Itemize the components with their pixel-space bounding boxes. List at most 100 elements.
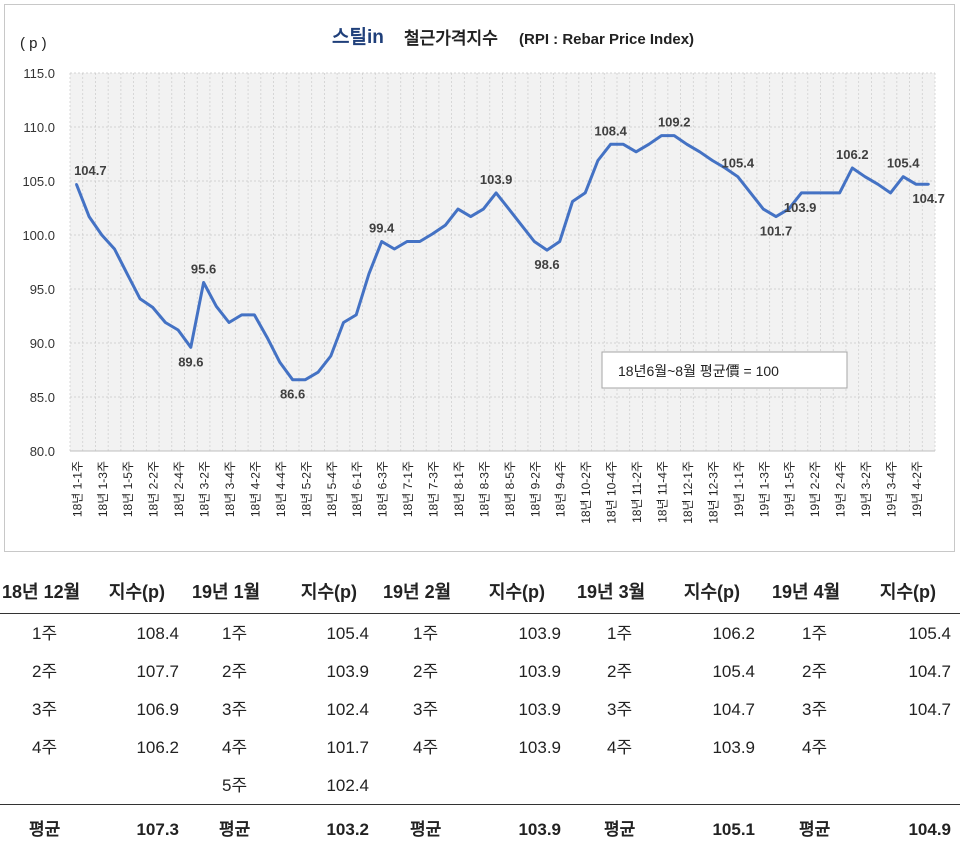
data-label: 103.9 (784, 200, 817, 215)
y-tick-label: 85.0 (30, 390, 55, 405)
y-tick-label: 80.0 (30, 444, 55, 459)
week-label: 4주 (32, 738, 58, 757)
data-point (253, 313, 256, 317)
data-point (367, 272, 371, 276)
average-label: 평균 (219, 820, 251, 839)
week-label: 1주 (32, 624, 58, 643)
data-point (596, 159, 600, 162)
week-label: 1주 (222, 624, 248, 643)
week-label: 3주 (32, 700, 58, 719)
x-tick-label: 19년 4-2주 (910, 461, 924, 517)
average-value: 103.9 (518, 820, 561, 839)
data-point (278, 361, 282, 364)
data-point (927, 183, 930, 186)
data-label: 103.9 (480, 172, 513, 187)
data-point (723, 166, 727, 170)
data-point (202, 281, 205, 284)
data-point (698, 150, 701, 154)
data-point (151, 306, 154, 309)
x-tick-label: 18년 9-2주 (528, 461, 542, 517)
index-column-header: 지수(p) (488, 582, 545, 602)
x-tick-label: 19년 2-4주 (834, 461, 848, 517)
week-label: 4주 (802, 738, 828, 757)
data-point (825, 191, 829, 195)
x-tick-label: 18년 12-3주 (706, 461, 720, 524)
week-index-value: 102.4 (326, 776, 369, 795)
data-point (469, 215, 472, 218)
data-point (431, 232, 434, 236)
data-point (685, 143, 689, 146)
data-point (583, 191, 587, 195)
week-label: 2주 (32, 662, 58, 681)
y-tick-label: 115.0 (23, 66, 55, 81)
week-index-value: 107.7 (136, 662, 179, 681)
week-label: 3주 (222, 700, 248, 719)
week-index-value: 106.2 (712, 624, 755, 643)
y-tick-label: 100.0 (22, 228, 55, 243)
week-index-value: 105.4 (712, 662, 755, 681)
data-point (736, 175, 740, 178)
data-point (507, 207, 511, 211)
data-point (240, 313, 243, 317)
data-label: 95.6 (191, 262, 216, 277)
week-label: 4주 (607, 738, 633, 757)
average-value: 105.1 (712, 820, 755, 839)
index-column-header: 지수(p) (683, 582, 740, 602)
data-label: 105.4 (722, 156, 755, 171)
data-label: 109.2 (658, 115, 691, 130)
week-label: 1주 (413, 624, 439, 643)
data-point (342, 321, 345, 324)
data-point (164, 321, 167, 324)
data-point (622, 143, 625, 146)
x-tick-label: 18년 7-3주 (427, 461, 441, 517)
data-point (914, 183, 918, 186)
week-index-value (891, 729, 951, 767)
x-tick-label: 18년 3-4주 (223, 461, 237, 517)
x-tick-label: 18년 6-3주 (376, 461, 390, 517)
x-tick-label: 18년 3-2주 (198, 461, 212, 517)
x-tick-label: 18년 5-2주 (299, 461, 313, 517)
data-point (545, 248, 549, 252)
data-point (787, 207, 790, 211)
week-index-value: 108.4 (136, 624, 179, 643)
data-point (75, 183, 78, 186)
data-label: 104.7 (912, 191, 945, 206)
x-tick-label: 18년 10-4주 (605, 461, 619, 524)
y-tick-label: 90.0 (30, 336, 55, 351)
y-tick-label: 95.0 (30, 282, 55, 297)
data-point (316, 370, 320, 374)
data-point (647, 143, 650, 146)
data-point (863, 175, 867, 178)
week-label: 3주 (413, 700, 439, 719)
data-point (762, 207, 765, 211)
footer-rule (0, 804, 960, 805)
week-index-value: 103.9 (518, 700, 561, 719)
data-label: 86.6 (280, 387, 305, 402)
x-tick-label: 18년 1-1주 (70, 461, 84, 517)
data-label: 106.2 (836, 147, 869, 162)
data-label: 108.4 (594, 123, 627, 138)
data-label: 89.6 (178, 354, 203, 369)
month-header: 18년 12월 (2, 582, 81, 602)
data-point (889, 191, 892, 195)
y-axis-unit-label: ( p ) (20, 35, 47, 52)
data-point (494, 191, 498, 195)
x-tick-label: 19년 3-2주 (859, 461, 873, 517)
data-point (329, 354, 332, 358)
average-label: 평균 (604, 820, 636, 839)
data-point (673, 134, 676, 137)
week-label: 2주 (607, 662, 633, 681)
data-point (405, 240, 409, 243)
index-column-header: 지수(p) (300, 582, 357, 602)
week-label: 1주 (802, 624, 828, 643)
x-tick-label: 19년 1-5주 (783, 461, 797, 517)
week-label: 3주 (802, 700, 828, 719)
data-point (711, 159, 714, 162)
x-tick-label: 18년 9-4주 (554, 461, 568, 517)
data-point (533, 240, 536, 243)
data-point (609, 143, 612, 146)
week-index-value: 101.7 (326, 738, 369, 757)
x-tick-label: 18년 2-2주 (147, 461, 161, 517)
data-point (215, 305, 218, 308)
x-tick-label: 18년 4-2주 (248, 461, 262, 517)
